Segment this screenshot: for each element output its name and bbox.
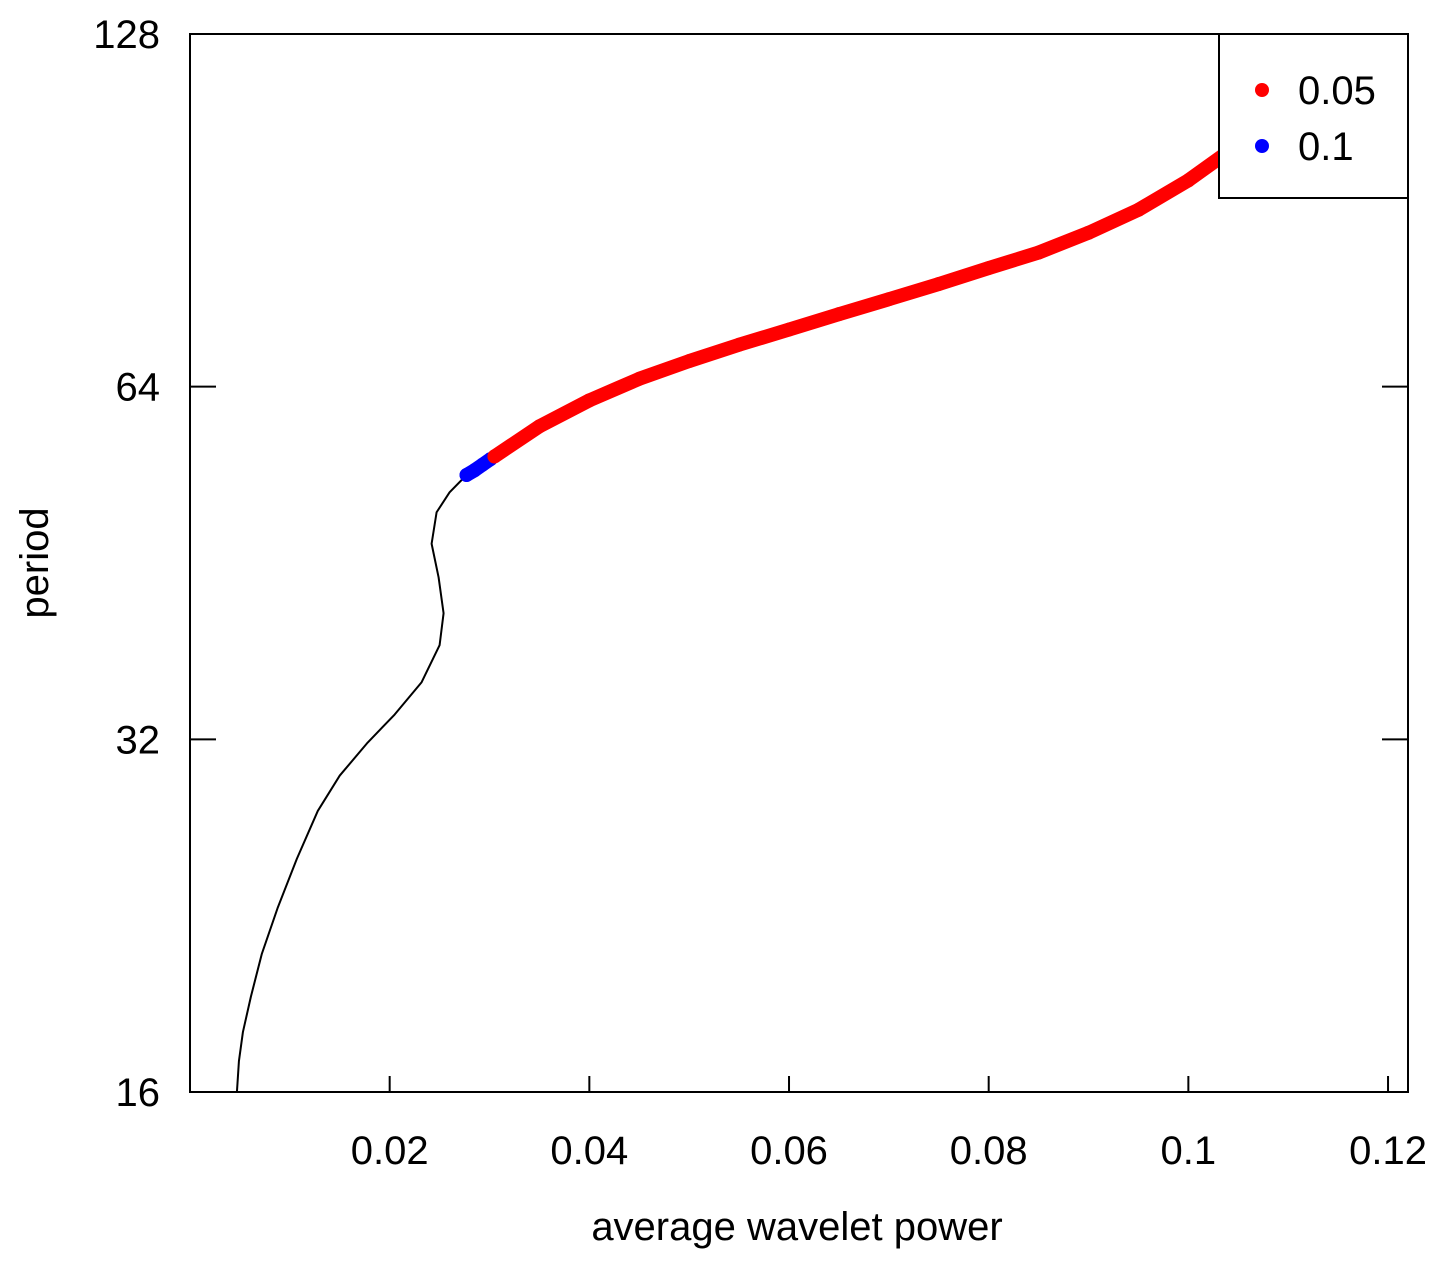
data-point [582, 393, 597, 408]
legend-marker [1255, 83, 1269, 97]
legend-marker [1255, 139, 1269, 153]
legend-label: 0.1 [1298, 125, 1354, 169]
data-point [487, 449, 502, 464]
data-point [1131, 202, 1146, 217]
x-tick-label: 0.08 [950, 1129, 1028, 1173]
legend-label: 0.05 [1298, 69, 1376, 113]
data-point [682, 354, 697, 369]
data-point [1181, 173, 1196, 188]
legend: 0.05 0.1 [1218, 33, 1409, 199]
data-point [782, 322, 797, 337]
x-tick-label: 0.04 [550, 1129, 628, 1173]
data-point [1081, 225, 1096, 240]
x-tick-label: 0.1 [1161, 1129, 1217, 1173]
data-point [532, 419, 547, 434]
data-point [632, 371, 647, 386]
y-axis: 16 32 64 128 [93, 13, 1408, 1115]
x-axis-title: average wavelet power [591, 1205, 1002, 1249]
x-tick-label: 0.12 [1349, 1129, 1427, 1173]
series-line [235, 474, 468, 1092]
y-axis-title: period [13, 507, 57, 618]
legend-box [1218, 33, 1409, 199]
series-layer [235, 34, 1376, 1092]
plot-frame [189, 33, 1409, 1093]
y-tick-label: 128 [93, 13, 160, 57]
data-point [1031, 245, 1046, 260]
x-axis: 0.02 0.04 0.06 0.08 0.1 0.12 [351, 1076, 1427, 1173]
data-point [732, 337, 747, 352]
data-point [831, 307, 846, 322]
data-point [981, 261, 996, 276]
x-tick-label: 0.06 [750, 1129, 828, 1173]
y-tick-label: 32 [116, 718, 161, 762]
y-tick-label: 64 [116, 366, 161, 410]
data-point [931, 277, 946, 292]
data-point [881, 292, 896, 307]
x-tick-label: 0.02 [351, 1129, 429, 1173]
y-tick-label: 16 [116, 1071, 161, 1115]
